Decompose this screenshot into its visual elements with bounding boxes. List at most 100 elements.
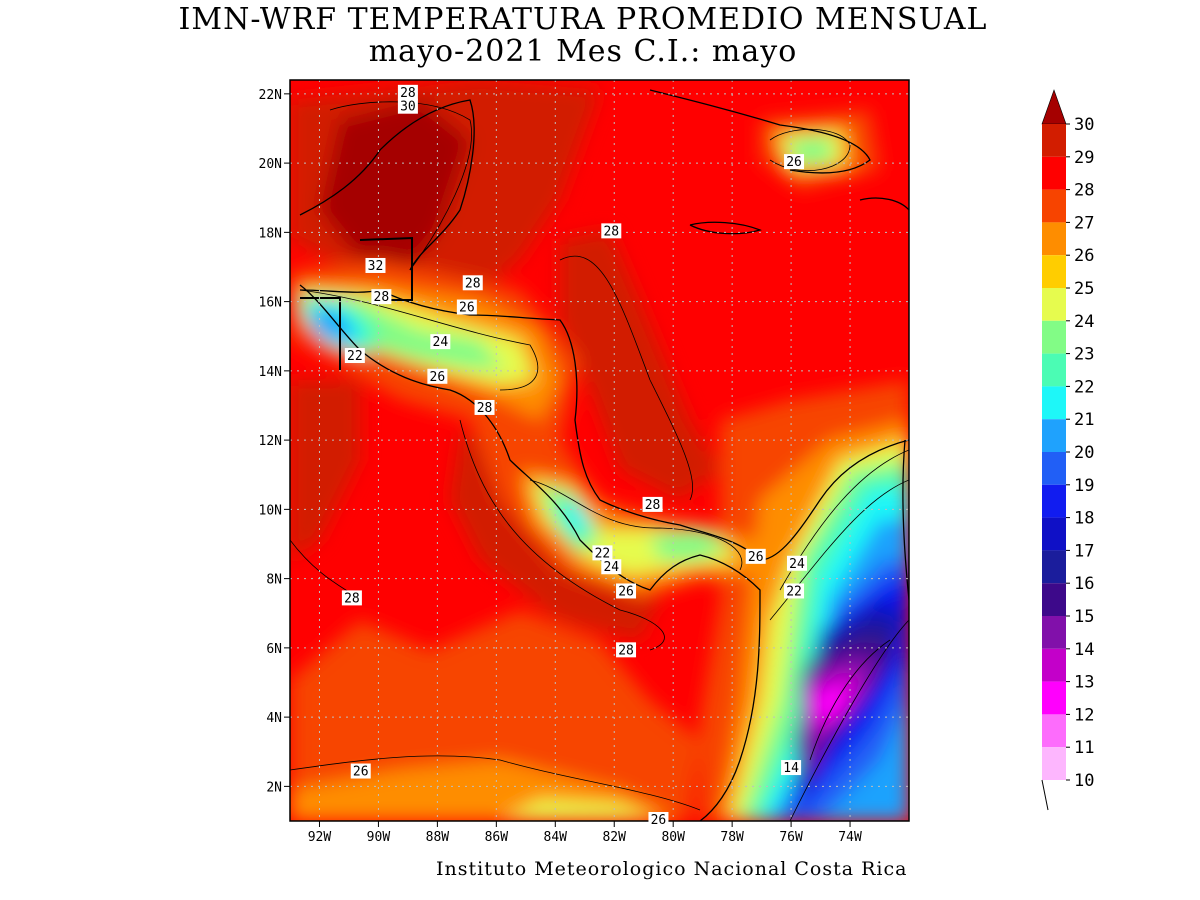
field-24-south [500,800,660,821]
lat-tick-label: 10N [259,503,282,518]
contour-label-box [397,84,418,100]
contour-label: 22 [592,545,613,561]
contour-label-text: 26 [786,155,802,170]
field-28-caribbean [560,230,720,500]
colorbar-label: 16 [1074,574,1094,594]
chart-title-line1: IMN-WRF TEMPERATURA PROMEDIO MENSUAL [178,2,988,37]
colorbar-swatch [1042,550,1066,584]
contour-label: 28 [462,275,483,291]
contour-label: 32 [365,257,386,274]
field-29-yucatan [320,100,470,280]
lon-tick-label: 78W [720,830,744,845]
colorbar-swatch [1042,156,1066,190]
contour-label-text: 26 [618,584,634,599]
colorbar-label: 13 [1074,673,1094,693]
colorbar-swatch [1042,419,1066,452]
colorbar-swatch [1042,484,1066,518]
latitude-axis: 22N 20N 18N 16N 14N 12N 10N 8N 6N 4N 2N [259,88,290,795]
contour-label: 22 [344,348,365,364]
footer-credit: Instituto Meteorologico Nacional Costa R… [436,858,908,880]
contour-label: 26 [648,812,669,828]
colorbar-swatch [1042,452,1066,485]
contour-28-caribbean [559,255,693,501]
contour-label-box [427,368,448,384]
contour-label-box [350,763,371,779]
lat-tick-label: 4N [266,711,282,726]
contour-label-text: 28 [400,86,416,101]
contour-label-text: 14 [783,761,799,776]
lon-tick-label: 82W [602,830,626,845]
colorbar-label: 24 [1074,312,1094,332]
lon-tick-label: 80W [661,830,685,845]
colombia-border [902,439,909,601]
colorbar-swatch [1042,255,1066,288]
contour-label: 24 [601,559,622,575]
mexico-guatemala-border [300,297,341,370]
contour-label-box [430,334,451,350]
colorbar-bottom-tick [1041,779,1049,811]
contour-label-text: 24 [433,335,449,350]
colorbar-swatch [1042,320,1066,354]
colorbar-label: 30 [1074,115,1094,135]
lon-tick-label: 76W [779,830,803,845]
contour-label-box [648,812,669,827]
contour-label-text: 22 [786,584,802,599]
colorbar-label: 26 [1074,246,1094,266]
lat-tick-label: 18N [259,226,282,241]
colorbar-swatch [1042,681,1066,715]
lon-tick-label: 92W [308,830,332,845]
contour-label-box [592,545,613,561]
field-12-andes [815,685,850,722]
contour-28-pacific [459,419,665,651]
contour-label-text: 28 [374,290,390,305]
field-26-south [290,610,700,821]
field-28-pacific [290,380,360,560]
belize-guatemala-border [359,236,413,301]
colorbar-top-arrow [1041,89,1067,125]
field-20-guatemala [310,308,355,342]
contour-label-text: 26 [430,370,446,385]
contour-label-text: 28 [465,276,481,291]
colorbar-label: 18 [1074,509,1094,529]
lat-tick-label: 12N [259,434,282,449]
contour-label-box [781,760,802,776]
jamaica-coastline [689,221,762,235]
contour-label-text: 28 [344,591,360,606]
lat-tick-label: 14N [259,365,282,380]
colorbar-label: 25 [1074,279,1094,299]
colorbar-label: 27 [1074,213,1094,233]
contour-label: 26 [784,154,805,170]
lat-tick-label: 8N [266,573,282,588]
contour-label-text: 26 [748,550,764,565]
lon-tick-label: 84W [544,830,568,845]
colorbar-label: 12 [1074,705,1094,725]
contour-label-text: 24 [603,560,619,575]
contour-label-text: 22 [595,546,611,561]
contour-24-centralam [299,289,539,391]
contour-label: 26 [456,299,477,316]
contour-24-costarica [529,479,743,571]
colorbar: 30 29 28 27 26 25 24 23 22 21 20 19 18 17 16 15 14 13 12 11… [1041,89,1094,811]
contour-label: 26 [616,583,637,599]
colorbar-swatch [1042,124,1066,157]
contour-label: 24 [786,555,807,572]
contour-label-box [601,559,622,575]
colorbar-label: 15 [1074,607,1094,627]
colorbar-label: 10 [1074,771,1094,791]
colorbar-label: 22 [1074,377,1094,397]
colorbar-swatch [1042,386,1066,420]
colorbar-swatch [1042,648,1066,682]
contour-label-text: 24 [789,557,805,572]
contour-label-text: 28 [603,224,619,239]
colorbar-swatch [1042,222,1066,256]
colorbar-label: 14 [1074,640,1094,660]
contour-label: 14 [781,760,802,776]
contour-label-box [344,348,365,364]
contour-label: 28 [616,642,637,658]
contour-label: 26 [745,548,766,565]
contour-label-text: 26 [651,813,667,828]
contour-label: 28 [341,590,362,606]
contour-label-text: 30 [400,100,416,115]
contour-label: 22 [784,583,805,599]
